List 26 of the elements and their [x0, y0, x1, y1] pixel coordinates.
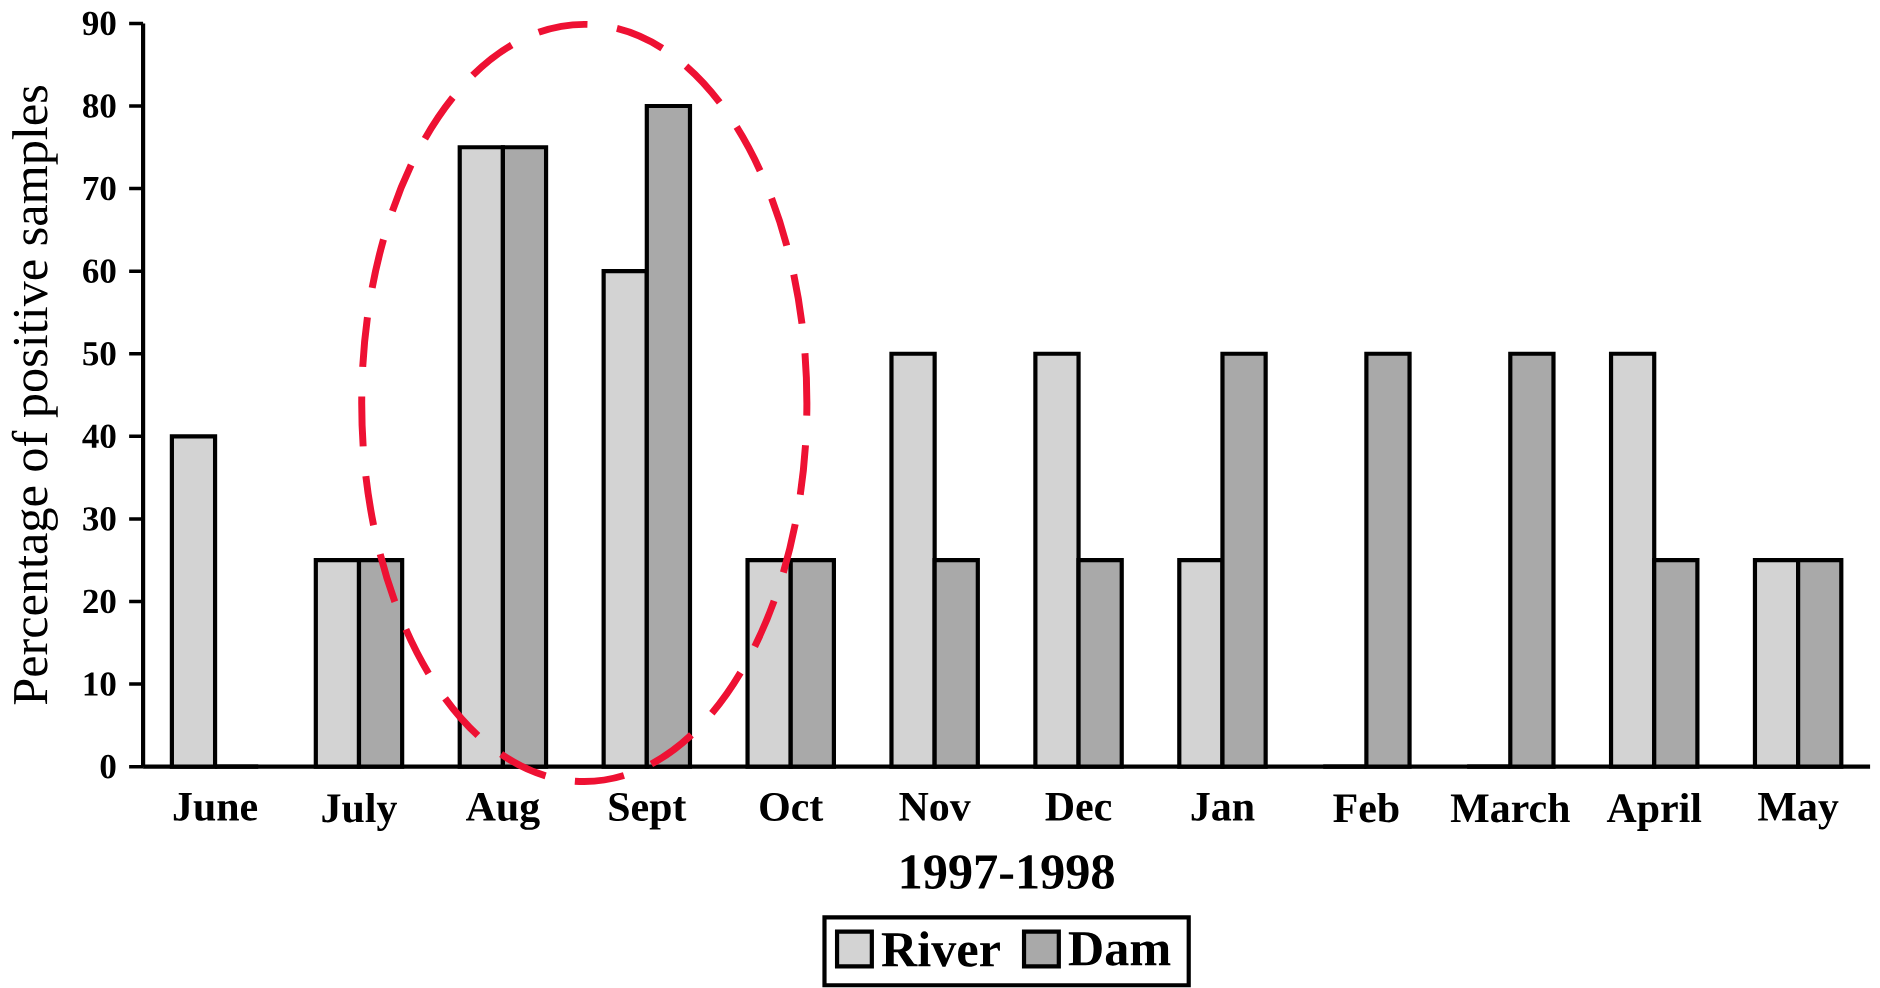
x-tick-label: Oct	[760, 793, 824, 822]
y-tick-label: 50	[83, 342, 116, 366]
x-tick-label: June	[173, 793, 258, 822]
y-tick-label: 20	[83, 589, 116, 614]
x-tick-label: May	[1758, 793, 1839, 830]
y-tick-label: 80	[83, 94, 116, 118]
y-tick-label: 70	[83, 177, 116, 201]
x-tick-label: July	[322, 793, 397, 832]
y-tick-label: 90	[82, 11, 116, 36]
y-axis-title: Percentage of positive samples	[11, 86, 58, 705]
y-tick-label: 60	[83, 259, 116, 284]
x-tick-label: April	[1606, 793, 1702, 832]
x-axis-title: 1997-1998	[901, 855, 1114, 890]
x-tick-label: Aug	[466, 793, 540, 831]
y-tick-label: 10	[84, 672, 116, 697]
x-tick-label: Jan	[1191, 793, 1255, 821]
y-tick-label: 30	[83, 507, 116, 531]
legend-label: Dam	[1068, 932, 1171, 966]
x-tick-label: Nov	[899, 793, 971, 821]
x-tick-label: Dec	[1045, 793, 1112, 821]
x-tick-label: Sept	[609, 793, 687, 830]
x-tick-label: Feb	[1333, 793, 1399, 823]
legend-label: River	[881, 931, 1000, 967]
y-tick-label: 40	[82, 424, 116, 449]
y-tick-label: 0	[100, 755, 116, 779]
x-tick-label: March	[1450, 793, 1570, 823]
